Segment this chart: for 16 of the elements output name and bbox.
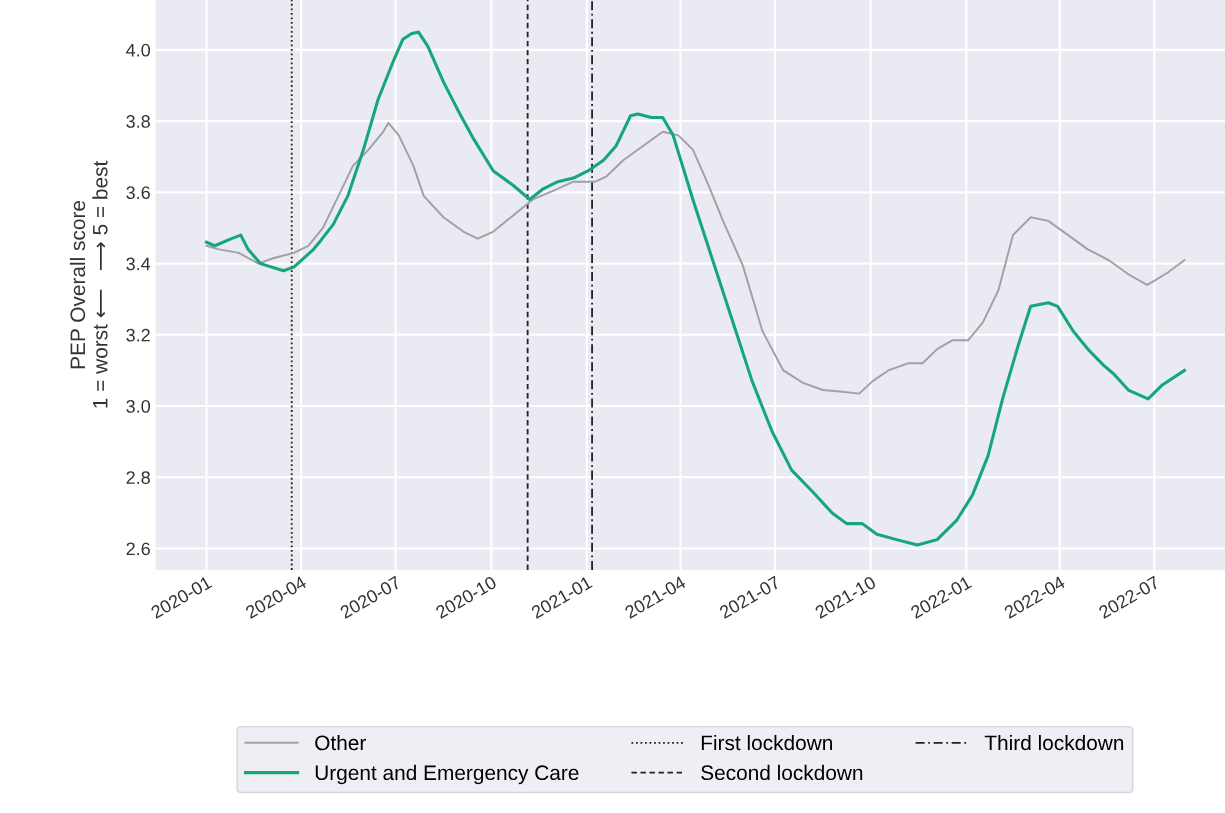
- y-axis-title: PEP Overall score 1 = worst ⟵ ⟶ 5 = best: [69, 160, 108, 408]
- y-tick-label: 3.4: [126, 257, 151, 271]
- y-tick-label: 3.0: [126, 400, 151, 413]
- legend-label: First lockdown: [701, 734, 832, 751]
- y-tick-label: 3.2: [126, 328, 150, 342]
- line-series: [204, 30, 1186, 547]
- legend-label: Urgent and Emergency Care: [315, 764, 579, 785]
- y-tick-label: 2.6: [126, 542, 150, 556]
- legend-label: Third lockdown: [984, 734, 1124, 751]
- legend-label: Second lockdown: [701, 764, 863, 781]
- y-tick-label: 4.0: [126, 43, 151, 57]
- y-tick-label: 2.8: [126, 471, 150, 485]
- y-tick-label: 3.6: [126, 186, 150, 200]
- line-series: [205, 121, 1186, 395]
- legend-label: Other: [315, 734, 366, 751]
- y-tick-label: 3.8: [126, 115, 150, 128]
